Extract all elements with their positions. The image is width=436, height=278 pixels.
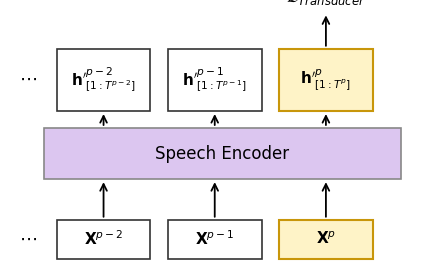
FancyBboxPatch shape [279,220,373,259]
Text: $\mathcal{L}_{Transducer}$: $\mathcal{L}_{Transducer}$ [286,0,366,7]
Text: $\cdots$: $\cdots$ [19,230,37,248]
Text: $\mathbf{X}^{p}$: $\mathbf{X}^{p}$ [316,231,336,247]
Text: $\mathbf{h}'^{p}_{[1:T^{p}]}$: $\mathbf{h}'^{p}_{[1:T^{p}]}$ [300,68,351,92]
FancyBboxPatch shape [57,220,150,259]
FancyBboxPatch shape [44,128,401,179]
Text: $\mathbf{X}^{p-1}$: $\mathbf{X}^{p-1}$ [195,230,235,249]
Text: $\mathbf{h}'^{p-2}_{[1:T^{p-2}]}$: $\mathbf{h}'^{p-2}_{[1:T^{p-2}]}$ [71,66,136,94]
FancyBboxPatch shape [57,49,150,111]
Text: $\mathbf{X}^{p-2}$: $\mathbf{X}^{p-2}$ [84,230,123,249]
Text: $\mathbf{h}'^{p-1}_{[1:T^{p-1}]}$: $\mathbf{h}'^{p-1}_{[1:T^{p-1}]}$ [182,66,247,94]
FancyBboxPatch shape [168,220,262,259]
Text: $\cdots$: $\cdots$ [19,70,37,88]
Text: Speech Encoder: Speech Encoder [155,145,290,163]
FancyBboxPatch shape [279,49,373,111]
FancyBboxPatch shape [168,49,262,111]
